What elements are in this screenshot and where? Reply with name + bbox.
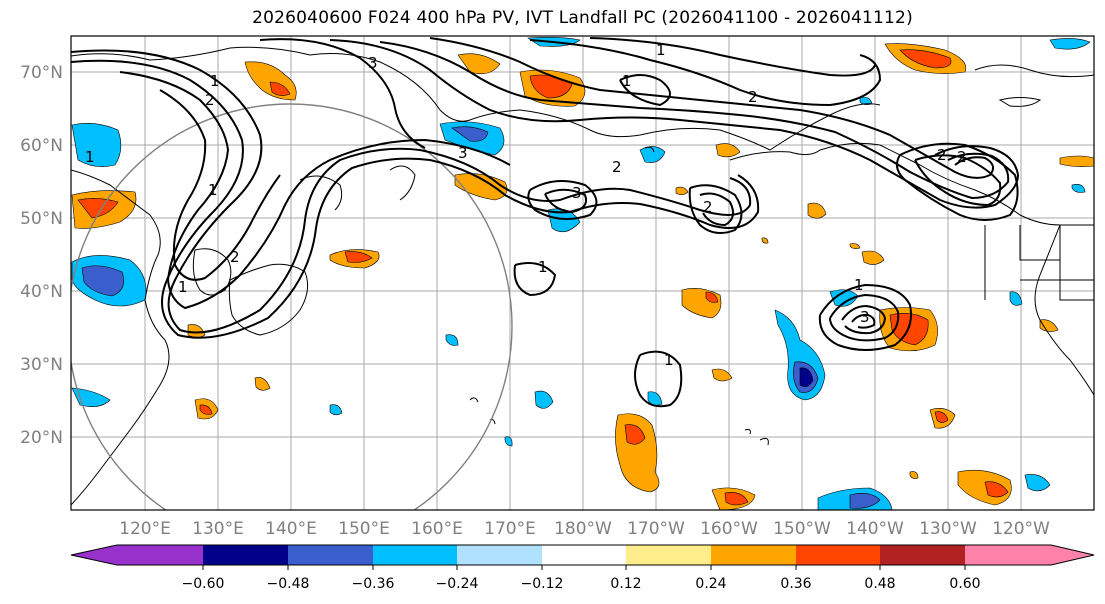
contour-label: 1 xyxy=(538,258,548,276)
colorbar-outline xyxy=(70,544,1095,566)
colorbar-tick-label: 0.24 xyxy=(695,576,726,592)
latitude-labels: 70°N 60°N 50°N 40°N 30°N 20°N xyxy=(20,63,63,448)
longitude-labels: 120°E 130°E 140°E 150°E 160°E 170°E 180°… xyxy=(119,519,1050,539)
lon-label: 150°W xyxy=(773,519,831,539)
lon-label: 150°E xyxy=(338,519,390,539)
colorbar: −0.60 −0.48 −0.36 −0.24 −0.12 0.12 0.24 … xyxy=(70,544,1095,592)
colorbar-tick-label: 0.48 xyxy=(864,576,895,592)
landfall-region-circle xyxy=(71,103,513,510)
graticule xyxy=(71,36,1094,510)
colorbar-ticks xyxy=(202,565,966,570)
lat-label: 70°N xyxy=(20,63,63,83)
colorbar-segment xyxy=(965,545,1051,565)
contour-label: 3 xyxy=(572,184,582,202)
contour-label: 1 xyxy=(664,351,674,369)
lat-label: 50°N xyxy=(20,209,63,229)
contour-label: 1 xyxy=(85,148,95,166)
colorbar-tick-label: −0.60 xyxy=(182,576,225,592)
lon-label: 170°E xyxy=(484,519,536,539)
contour-label: 2 xyxy=(748,88,758,106)
map-panel: 1 2 3 1 2 2 1 3 2 1 1 3 1 2 2 3 1 1 2 1 xyxy=(70,35,1095,511)
lon-label: 180°W xyxy=(554,519,612,539)
lon-label: 170°W xyxy=(627,519,685,539)
contour-label: 3 xyxy=(860,308,870,326)
contour-label: 1 xyxy=(178,278,188,296)
contour-label: 2 xyxy=(205,91,215,109)
colorbar-segment xyxy=(203,545,288,565)
lat-label: 40°N xyxy=(20,282,63,302)
map-title: 2026040600 F024 400 hPa PV, IVT Landfall… xyxy=(252,8,913,28)
colorbar-tick-label: −0.24 xyxy=(436,576,479,592)
lon-label: 130°E xyxy=(192,519,244,539)
lon-label: 160°W xyxy=(700,519,758,539)
lon-label: 140°E xyxy=(265,519,317,539)
colorbar-segment xyxy=(288,545,373,565)
contour-label: 1 xyxy=(622,72,632,90)
colorbar-tick-label: −0.12 xyxy=(521,576,564,592)
colorbar-segment xyxy=(796,545,880,565)
lat-label: 30°N xyxy=(20,355,63,375)
colorbar-segment xyxy=(373,545,457,565)
coastlines xyxy=(71,46,1094,506)
lon-label: 130°W xyxy=(919,519,977,539)
contour-label: 2 xyxy=(957,148,967,166)
colorbar-segment xyxy=(626,545,711,565)
map-frame xyxy=(70,35,1095,511)
colorbar-segment xyxy=(117,545,203,565)
colorbar-segment xyxy=(880,545,965,565)
contour-labels: 1 2 3 1 2 2 1 3 2 1 1 3 1 2 2 3 1 1 2 1 xyxy=(85,41,967,369)
colorbar-tick-label: 0.60 xyxy=(949,576,980,592)
lon-label: 120°E xyxy=(119,519,171,539)
contour-label: 1 xyxy=(208,181,218,199)
colorbar-segment xyxy=(1051,545,1094,565)
colorbar-tick-label: −0.36 xyxy=(352,576,395,592)
lat-label: 20°N xyxy=(20,428,63,448)
lat-label: 60°N xyxy=(20,136,63,156)
contour-label: 1 xyxy=(656,41,666,59)
colorbar-segment xyxy=(71,545,117,565)
pv-contours xyxy=(71,37,1020,408)
colorbar-segment xyxy=(457,545,542,565)
colorbar-tick-label: 0.12 xyxy=(610,576,641,592)
colorbar-segment xyxy=(542,545,626,565)
contour-label: 2 xyxy=(703,198,713,216)
lon-label: 140°W xyxy=(846,519,904,539)
contour-label: 1 xyxy=(210,72,220,90)
lon-label: 160°E xyxy=(411,519,463,539)
contour-label: 2 xyxy=(230,248,240,266)
colorbar-segment xyxy=(711,545,796,565)
lon-label: 120°W xyxy=(992,519,1050,539)
colorbar-tick-label: 0.36 xyxy=(780,576,811,592)
colorbar-tick-label: −0.48 xyxy=(267,576,310,592)
contour-label: 2 xyxy=(937,146,947,164)
contour-label: 2 xyxy=(612,158,622,176)
contour-label: 3 xyxy=(458,144,468,162)
contour-label: 3 xyxy=(368,54,378,72)
contour-label: 1 xyxy=(854,276,864,294)
